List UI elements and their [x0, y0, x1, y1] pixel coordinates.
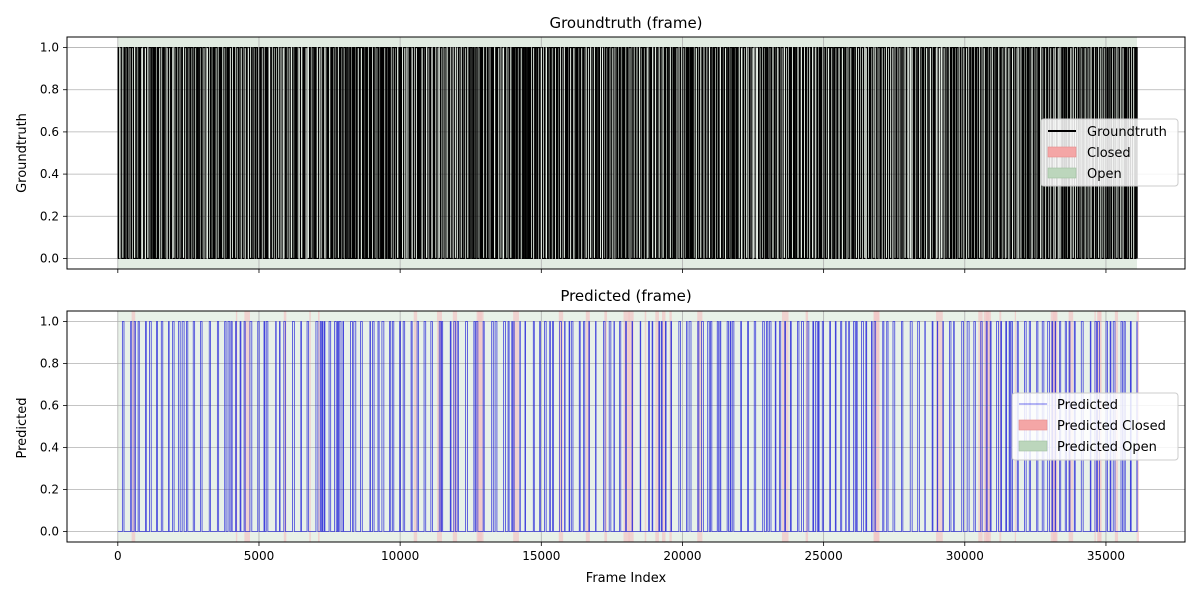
x-tick-label: 10000	[381, 549, 419, 563]
y-tick-label: 0.6	[40, 125, 59, 139]
predicted-closed-shading	[413, 311, 418, 542]
y-tick-label: 0.4	[40, 441, 59, 455]
predicted-closed-shading	[513, 311, 519, 542]
legend-closed-swatch	[1047, 146, 1077, 158]
y-tick-label: 0.2	[40, 209, 59, 223]
legend-predicted-label: Predicted	[1057, 398, 1118, 413]
groundtruth-ylabel: Groundtruth	[15, 113, 30, 193]
legend-predicted-open-swatch	[1018, 440, 1048, 452]
predicted-closed-shading	[985, 311, 992, 542]
y-tick-label: 0.8	[40, 83, 59, 97]
y-tick-label: 0.4	[40, 167, 59, 181]
predicted-axes-frame	[66, 310, 1186, 543]
predicted-closed-shading	[697, 311, 703, 542]
groundtruth-title: Groundtruth (frame)	[549, 14, 702, 32]
predicted-series-line	[117, 321, 1138, 532]
groundtruth-axes-frame	[66, 36, 1186, 270]
predicted-closed-shading	[873, 311, 880, 542]
predicted-ylabel: Predicted	[15, 397, 30, 458]
groundtruth-subplot: Groundtruth (frame) Groundtruth 0.0 0.2 0.…	[15, 14, 1186, 273]
groundtruth-series-line	[117, 46, 1138, 260]
predicted-closed-shading	[558, 311, 564, 542]
predicted-closed-shading	[644, 311, 647, 542]
predicted-closed-shading	[999, 311, 1002, 542]
legend-predicted-closed-label: Predicted Closed	[1057, 419, 1166, 434]
x-tick-label: 20000	[663, 549, 701, 563]
x-tick-label: 35000	[1087, 549, 1125, 563]
predicted-closed-shading	[655, 311, 659, 542]
y-tick-label: 1.0	[40, 41, 59, 55]
predicted-closed-shading	[477, 311, 484, 542]
predicted-closed-shading	[244, 311, 250, 542]
x-tick-label: 15000	[522, 549, 560, 563]
x-tick-label: 5000	[244, 549, 275, 563]
predicted-closed-shading	[585, 311, 590, 542]
x-tick-label: 0	[114, 549, 122, 563]
x-tick-label: 30000	[946, 549, 984, 563]
predicted-title: Predicted (frame)	[560, 287, 691, 305]
predicted-legend: Predicted Predicted Closed Predicted Ope…	[1011, 392, 1179, 461]
y-tick-label: 0.2	[40, 483, 59, 497]
y-tick-label: 0.0	[40, 251, 59, 265]
legend-open-swatch	[1047, 167, 1077, 179]
y-tick-label: 1.0	[40, 315, 59, 329]
predicted-closed-shading	[662, 311, 666, 542]
y-tick-label: 0.8	[40, 357, 59, 371]
predicted-closed-shading	[628, 311, 634, 542]
predicted-closed-shading	[309, 311, 311, 542]
legend-predicted-open-label: Predicted Open	[1057, 440, 1157, 455]
legend-open-label: Open	[1087, 167, 1122, 182]
predicted-closed-shading	[318, 311, 320, 542]
y-tick-label: 0.6	[40, 399, 59, 413]
predicted-closed-shading	[936, 311, 943, 542]
predicted-closed-shading	[131, 311, 136, 542]
predicted-xlabel: Frame Index	[586, 571, 667, 586]
legend-groundtruth-label: Groundtruth	[1087, 125, 1167, 140]
x-tick-label: 25000	[805, 549, 843, 563]
legend-closed-label: Closed	[1087, 146, 1131, 161]
predicted-closed-shading	[452, 311, 458, 542]
predicted-subplot: Predicted (frame) Predicted Frame Index …	[15, 287, 1186, 586]
groundtruth-legend: Groundtruth Closed Open	[1040, 118, 1179, 187]
y-tick-label: 0.0	[40, 525, 59, 539]
predicted-closed-shading	[604, 311, 608, 542]
legend-predicted-closed-swatch	[1018, 419, 1048, 431]
